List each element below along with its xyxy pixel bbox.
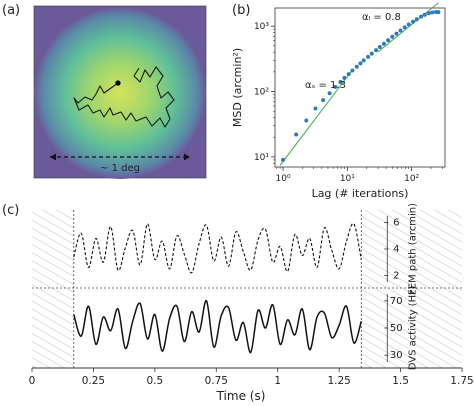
msd-data-point — [321, 98, 326, 103]
msd-data-point — [386, 38, 391, 43]
panel-a-heatmap: ~ 1 deg — [33, 5, 207, 179]
msd-x-tick-label: 10¹ — [340, 174, 355, 184]
msd-axes: 10⁰ 10¹ 10² 10¹ 10² 10³ — [254, 7, 446, 184]
long-lag-exponent-label: αₗ = 0.8 — [362, 12, 401, 23]
scale-bar-left-arrow-icon — [50, 153, 56, 161]
msd-fit-line — [377, 2, 439, 53]
msd-data-point — [294, 132, 299, 137]
dvs-activity-axis-label: DVS activity (Hz) — [407, 286, 418, 371]
msd-data-point — [419, 14, 424, 19]
time-x-tick-label: 0.25 — [82, 375, 105, 387]
msd-data-point — [414, 17, 419, 22]
msd-data-point — [354, 64, 359, 69]
shaded-region — [32, 210, 74, 368]
msd-data-point — [381, 41, 386, 46]
fem-path-line — [73, 222, 362, 274]
time-x-tick-label: 0.75 — [205, 375, 228, 387]
msd-data-point — [402, 25, 407, 30]
fem-path-axis-label: FEM path (arcmin) — [407, 203, 418, 295]
panel-c-timeseries: 2 4 6 30 50 70 0 0.25 0.5 0.75 1 1.25 1.5 1.75 Time (… — [29, 203, 474, 403]
time-x-axis-label: Time (s) — [216, 389, 266, 403]
short-lag-exponent-label: αₛ = 1.3 — [305, 80, 346, 91]
msd-data-point — [358, 61, 363, 66]
msd-data-point — [390, 34, 395, 39]
time-x-tick-label: 1 — [274, 375, 281, 387]
msd-data-point — [342, 75, 347, 80]
msd-data-point — [361, 58, 366, 63]
msd-data-point — [426, 11, 431, 16]
msd-data-point — [374, 48, 379, 53]
msd-data-point — [436, 10, 441, 15]
msd-data-point — [304, 118, 309, 123]
msd-x-tick-label: 10⁰ — [276, 174, 291, 184]
msd-x-tick-label: 10² — [404, 174, 419, 184]
time-x-tick-label: 1.75 — [450, 375, 473, 387]
time-x-tick-label: 0 — [29, 375, 36, 387]
msd-data-point — [313, 106, 318, 111]
time-x-tick-label: 0.5 — [147, 375, 164, 387]
timeseries-lines — [73, 222, 362, 354]
right-y-tick-label: 4 — [393, 244, 399, 255]
msd-y-axis-label: MSD (arcmin²) — [231, 48, 244, 127]
time-x-tick-label: 1.25 — [327, 375, 350, 387]
msd-data-point — [422, 12, 427, 17]
inactive-shaded-regions — [32, 210, 462, 368]
msd-fit-lines — [279, 2, 439, 166]
time-x-tick-label: 1.5 — [392, 375, 409, 387]
msd-data-point — [394, 31, 399, 36]
msd-data-point — [281, 157, 286, 162]
right-y-tick-label: 6 — [393, 218, 399, 229]
msd-plot-frame — [274, 7, 446, 168]
trajectory-start-dot — [115, 80, 121, 86]
timeseries-axes: 2 4 6 30 50 70 0 0.25 0.5 0.75 1 1.25 1.5 1.75 — [29, 216, 474, 387]
panel-b-letter: (b) — [232, 3, 250, 18]
panel-a-letter: (a) — [2, 3, 20, 18]
panel-b-msd-chart: 10⁰ 10¹ 10² 10¹ 10² 10³ αₛ = 1.3 αₗ = 0.8 Lag … — [231, 2, 446, 200]
msd-data-point — [346, 72, 351, 77]
density-blob — [34, 7, 206, 179]
right-y-tick-label: 50 — [390, 323, 403, 334]
msd-data-point — [366, 54, 371, 59]
msd-data-point — [406, 22, 411, 27]
msd-data-point — [411, 19, 416, 24]
right-y-tick-label: 70 — [390, 296, 403, 307]
msd-data-point — [327, 91, 332, 96]
timeseries-frame — [32, 210, 462, 369]
panel-c-letter: (c) — [2, 203, 19, 218]
right-y-tick-label: 30 — [390, 350, 403, 361]
right-y-tick-label: 2 — [393, 270, 399, 281]
msd-x-axis-label: Lag (# iterations) — [312, 187, 409, 200]
msd-data-point — [377, 45, 382, 50]
msd-data-point — [430, 10, 435, 15]
fem-trajectory — [73, 66, 175, 128]
scale-bar-right-arrow-icon — [184, 153, 190, 161]
msd-y-tick-label: 10³ — [254, 22, 269, 32]
shaded-region — [361, 210, 462, 368]
msd-data-point — [369, 51, 374, 56]
msd-data-point — [333, 84, 338, 89]
msd-data-point — [398, 28, 403, 33]
msd-points — [281, 10, 441, 162]
msd-data-point — [350, 68, 355, 73]
msd-data-point — [338, 79, 343, 84]
msd-fit-line — [279, 69, 353, 166]
dvs-activity-line — [73, 300, 362, 354]
scale-bar-label: ~ 1 deg — [100, 163, 140, 174]
msd-y-tick-label: 10¹ — [254, 153, 269, 163]
msd-fit-labels: αₛ = 1.3 αₗ = 0.8 — [305, 12, 401, 91]
msd-y-tick-label: 10² — [254, 88, 269, 98]
